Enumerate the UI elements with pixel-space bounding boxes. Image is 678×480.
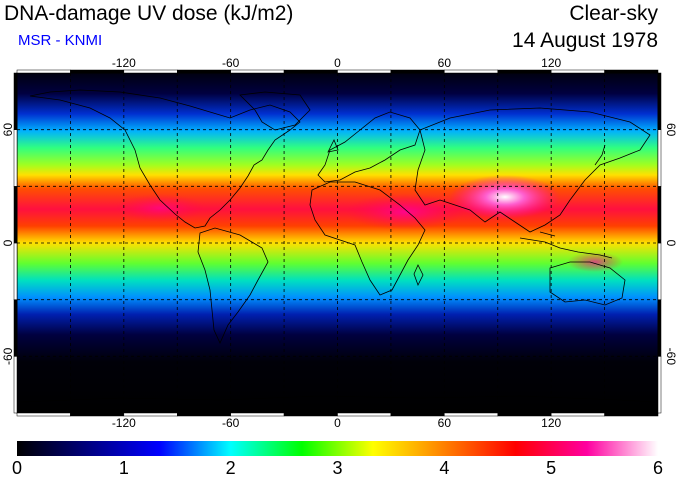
colorbar-tick-label: 4: [439, 458, 450, 478]
frame-tick: [283, 412, 338, 417]
coast-africa: [309, 181, 426, 296]
hotspot-asia: [450, 175, 560, 219]
frame-tick: [177, 69, 231, 74]
frame-tick: [337, 69, 392, 74]
lon-tick-label: 60: [438, 56, 452, 70]
colorbar-tick-label: 3: [332, 458, 343, 478]
frame-tick: [123, 69, 178, 74]
lat-tick-label: 60: [664, 123, 678, 137]
coast-north-america: [29, 89, 301, 229]
frame-tick: [657, 299, 662, 357]
frame-tick: [390, 412, 445, 417]
lon-tick-label: 0: [334, 56, 341, 70]
map-source: MSR - KNMI: [18, 32, 103, 49]
coast-australia: [549, 261, 626, 306]
hotspot-africa: [345, 194, 465, 230]
coast-greenland: [239, 91, 311, 131]
lat-tick-label: -60: [664, 348, 678, 366]
frame-tick: [657, 356, 662, 414]
coast-uk: [327, 139, 339, 153]
frame-tick: [337, 412, 392, 417]
lat-lon-grid: [17, 73, 658, 413]
frame-tick: [13, 72, 18, 130]
axis-labels: -120 -120 -60 -60 0 0 60 60 120 120 60 60 0 0 -60 -60: [1, 56, 678, 430]
lon-tick-label: -60: [222, 56, 240, 70]
lon-tick-label: 120: [541, 56, 561, 70]
frame-tick: [13, 186, 18, 244]
map-title: DNA-damage UV dose (kJ/m2): [4, 2, 294, 25]
colorbar-tick-label: 6: [652, 458, 664, 478]
frame-tick: [390, 69, 445, 74]
colorbar-tick-label: 0: [11, 458, 23, 478]
lat-tick-label: -60: [1, 347, 15, 365]
frame-tick: [444, 412, 499, 417]
frame-tick: [230, 69, 285, 74]
frame-tick: [604, 69, 659, 74]
frame-tick: [13, 129, 18, 187]
lon-tick-label: 0: [334, 416, 341, 430]
frame-tick: [657, 242, 662, 300]
frame-tick: [550, 69, 605, 74]
colorbar-tick-label: 5: [546, 458, 557, 478]
sky-condition: Clear-sky: [569, 2, 658, 25]
map-date: 14 August 1978: [512, 29, 658, 52]
coast-madagascar: [413, 264, 424, 287]
lon-tick-label: 120: [541, 416, 561, 430]
colorbar-tick-label: 2: [225, 458, 236, 478]
frame-tick: [283, 69, 338, 74]
coast-indonesia: [519, 231, 613, 259]
lat-tick-label: 0: [1, 239, 15, 246]
lon-tick-label: -120: [112, 56, 136, 70]
frame-tick: [444, 69, 499, 74]
coast-antarctica: [19, 395, 656, 403]
lat-tick-label: 60: [1, 123, 15, 137]
colorbar-tick-label: 1: [118, 458, 129, 478]
lon-tick-label: -60: [222, 416, 240, 430]
coast-asia: [414, 107, 651, 233]
frame-tick-marks: [13, 69, 662, 417]
frame-tick: [604, 412, 659, 417]
lon-tick-label: -120: [112, 416, 136, 430]
frame-tick: [497, 69, 552, 74]
lon-tick-label: 60: [438, 416, 452, 430]
coast-japan: [594, 144, 606, 166]
coast-south-america: [197, 227, 269, 344]
colorbar: [17, 441, 658, 456]
frame-tick: [657, 129, 662, 187]
frame-tick: [16, 69, 71, 74]
frame-tick: [657, 186, 662, 244]
frame-tick: [16, 412, 71, 417]
lat-tick-label: 0: [664, 240, 678, 247]
frame-tick: [657, 72, 662, 130]
coastlines: [19, 89, 656, 403]
hotspot-mexico: [115, 194, 205, 222]
frame-tick: [13, 242, 18, 300]
frame-tick: [70, 69, 125, 74]
